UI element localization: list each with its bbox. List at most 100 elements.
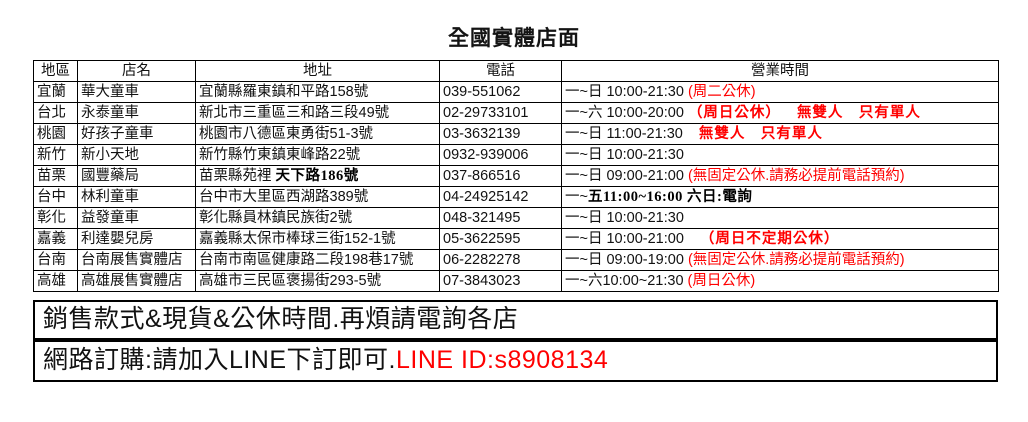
address-text: 台南市南區健康路二段198巷17號 (199, 252, 414, 268)
address-emphasis-text: 天下路186號 (275, 168, 359, 184)
business-hours-closed-note: (周日公休) (687, 273, 756, 289)
cell-region: 台中 (33, 186, 78, 208)
business-hours-stock-note: 無雙人 只有單人 (698, 126, 823, 142)
table-header-row: 地區 店名 地址 電話 營業時間 (33, 60, 999, 82)
business-hours-text: 一~日 11:00-21:30 (565, 126, 683, 142)
footer-online-order-text: 網路訂購:請加入LINE下訂即可. (43, 346, 396, 375)
address-text: 彰化縣員林鎮民族街2號 (199, 210, 353, 226)
cell-phone: 02-29733101 (439, 102, 562, 124)
page-title: 全國實體店面 (448, 27, 580, 50)
table-row: 彰化 益發童車 彰化縣員林鎮民族街2號 048-321495 一~日 10:00-21:… (33, 207, 999, 229)
address-text: 苗栗縣苑裡 (199, 168, 276, 184)
cell-store-name: 永泰童車 (77, 102, 196, 124)
business-hours-text: 一~日 10:00-21:30 (565, 210, 684, 226)
business-hours-text: 一~日 09:00-21:00 (565, 168, 688, 184)
table-row: 台中 林利童車 台中市大里區西湖路389號 04-24925142 一~五11:00~1… (33, 186, 999, 208)
cell-address: 嘉義縣太保市棒球三街152-1號 (195, 228, 440, 250)
cell-store-name: 高雄展售實體店 (77, 270, 196, 292)
business-hours-text: 一~ (565, 189, 588, 205)
cell-store-name: 新小天地 (77, 144, 196, 166)
cell-business-hours: 一~六 10:00-20:00 （周日公休） 無雙人 只有單人 (561, 102, 999, 124)
cell-store-name: 好孩子童車 (77, 123, 196, 145)
cell-phone: 07-3843023 (439, 270, 562, 292)
cell-business-hours: 一~日 10:00-21:30 (561, 144, 999, 166)
cell-region: 新竹 (33, 144, 78, 166)
cell-business-hours: 一~日 09:00-21:00 (無固定公休.請務必提前電話預約) (561, 165, 999, 187)
address-text: 台中市大里區西湖路389號 (199, 189, 369, 205)
cell-store-name: 台南展售實體店 (77, 249, 196, 271)
table-row: 嘉義 利達嬰兒房 嘉義縣太保市棒球三街152-1號 05-3622595 一~日 10:… (33, 228, 999, 250)
cell-store-name: 林利童車 (77, 186, 196, 208)
cell-address: 苗栗縣苑裡 天下路186號 (195, 165, 440, 187)
cell-address: 新竹縣竹東鎮東峰路22號 (195, 144, 440, 166)
footer-note-sales: 銷售款式&現貨&公休時間.再煩請電詢各店 (33, 300, 998, 340)
business-hours-emphasis-text: 五11:00~16:00 六日:電詢 (587, 189, 753, 205)
column-header-name: 店名 (77, 60, 196, 82)
cell-business-hours: 一~日 10:00-21:30 (周二公休) (561, 81, 999, 103)
cell-phone: 0932-939006 (439, 144, 562, 166)
cell-phone: 037-866516 (439, 165, 562, 187)
cell-business-hours: 一~六10:00~21:30 (周日公休) (561, 270, 999, 292)
cell-address: 桃園市八德區東勇街51-3號 (195, 123, 440, 145)
business-hours-closed-note: (無固定公休.請務必提前電話預約) (687, 252, 905, 268)
business-hours-closed-note: (周二公休) (687, 84, 756, 100)
cell-business-hours: 一~五11:00~16:00 六日:電詢 (561, 186, 999, 208)
address-text: 新竹縣竹東鎮東峰路22號 (199, 147, 361, 163)
table-header: 地區 店名 地址 電話 營業時間 (33, 60, 999, 82)
address-text: 高雄市三民區褒揚街293-5號 (199, 273, 382, 289)
business-hours-closed-note: (無固定公休.請務必提前電話預約) (687, 168, 905, 184)
cell-store-name: 益發童車 (77, 207, 196, 229)
table-body: 宜蘭 華大童車 宜蘭縣羅東鎮和平路158號 039-551062 一~日 10:00-2… (33, 81, 999, 292)
business-hours-text: 一~六10:00~21:30 (565, 273, 688, 289)
table-row: 新竹 新小天地 新竹縣竹東鎮東峰路22號 0932-939006 一~日 10:00-2… (33, 144, 999, 166)
cell-address: 彰化縣員林鎮民族街2號 (195, 207, 440, 229)
cell-phone: 039-551062 (439, 81, 562, 103)
cell-region: 高雄 (33, 270, 78, 292)
table-row: 台北 永泰童車 新北市三重區三和路三段49號 02-29733101 一~六 10:00… (33, 102, 999, 124)
address-text: 桃園市八德區東勇街51-3號 (199, 126, 374, 142)
cell-region: 嘉義 (33, 228, 78, 250)
business-hours-closed-note: （周日公休） (687, 105, 781, 121)
business-hours-text: 一~日 10:00-21:00 (565, 231, 684, 247)
table-row: 台南 台南展售實體店 台南市南區健康路二段198巷17號 06-2282278 一~日 … (33, 249, 999, 271)
cell-region: 桃園 (33, 123, 78, 145)
cell-region: 台南 (33, 249, 78, 271)
cell-address: 台南市南區健康路二段198巷17號 (195, 249, 440, 271)
business-hours-text: 一~日 10:00-21:30 (565, 84, 688, 100)
footer-note-sales-text: 銷售款式&現貨&公休時間.再煩請電詢各店 (43, 305, 519, 334)
address-text: 宜蘭縣羅東鎮和平路158號 (199, 84, 369, 100)
footer-note-online-order: 網路訂購:請加入LINE下訂即可. LINE ID:s8908134 (33, 340, 998, 382)
address-text: 嘉義縣太保市棒球三街152-1號 (199, 231, 396, 247)
column-header-hours: 營業時間 (561, 60, 999, 82)
cell-business-hours: 一~日 09:00-19:00 (無固定公休.請務必提前電話預約) (561, 249, 999, 271)
address-text: 新北市三重區三和路三段49號 (199, 105, 390, 121)
cell-phone: 06-2282278 (439, 249, 562, 271)
cell-address: 高雄市三民區褒揚街293-5號 (195, 270, 440, 292)
business-hours-stock-note: （周日不定期公休） (699, 231, 840, 247)
cell-phone: 05-3622595 (439, 228, 562, 250)
line-id-value: LINE ID:s8908134 (395, 346, 609, 375)
table-row: 苗栗 國豐藥局 苗栗縣苑裡 天下路186號 037-866516 一~日 09:00-2… (33, 165, 999, 187)
cell-store-name: 國豐藥局 (77, 165, 196, 187)
table-row: 高雄 高雄展售實體店 高雄市三民區褒揚街293-5號 07-3843023 一~六10:… (33, 270, 999, 292)
cell-region: 宜蘭 (33, 81, 78, 103)
cell-phone: 04-24925142 (439, 186, 562, 208)
business-hours-stock-note: 無雙人 只有單人 (796, 105, 921, 121)
cell-region: 台北 (33, 102, 78, 124)
column-header-address: 地址 (195, 60, 440, 82)
cell-store-name: 華大童車 (77, 81, 196, 103)
cell-store-name: 利達嬰兒房 (77, 228, 196, 250)
cell-phone: 048-321495 (439, 207, 562, 229)
cell-business-hours: 一~日 11:00-21:30 無雙人 只有單人 (561, 123, 999, 145)
cell-business-hours: 一~日 10:00-21:30 (561, 207, 999, 229)
cell-address: 台中市大里區西湖路389號 (195, 186, 440, 208)
business-hours-text: 一~日 09:00-19:00 (565, 252, 688, 268)
cell-address: 新北市三重區三和路三段49號 (195, 102, 440, 124)
cell-region: 苗栗 (33, 165, 78, 187)
cell-region: 彰化 (33, 207, 78, 229)
cell-phone: 03-3632139 (439, 123, 562, 145)
business-hours-text: 一~日 10:00-21:30 (565, 147, 684, 163)
business-hours-text: 一~六 10:00-20:00 (565, 105, 688, 121)
cell-address: 宜蘭縣羅東鎮和平路158號 (195, 81, 440, 103)
